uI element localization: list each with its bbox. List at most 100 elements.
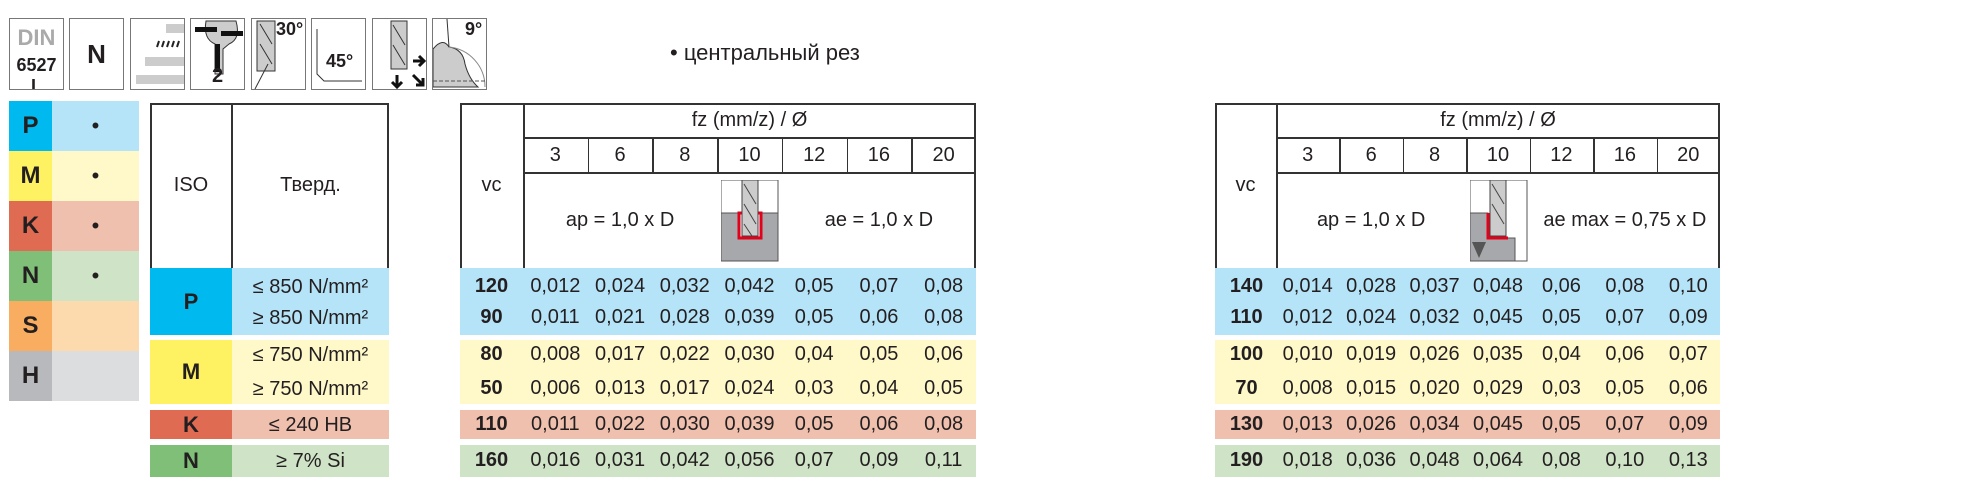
fz-value: 0,029 [1472, 377, 1524, 399]
clearance-angle-label: 9° [465, 19, 483, 39]
chamfer-angle-label: 45° [326, 51, 354, 71]
row-band-P [460, 268, 976, 335]
fz-value: 0,042 [724, 275, 775, 297]
hardness-value: ≤ 750 N/mm² [252, 343, 369, 366]
legend-row-N: N • [9, 251, 139, 301]
divider [1466, 137, 1468, 172]
fz-value: 0,05 [794, 306, 834, 328]
material-header [150, 103, 389, 270]
fz-value: 0,06 [1605, 343, 1645, 365]
fz-value: 0,039 [724, 306, 775, 328]
center-cut-note: • центральный рез [670, 40, 860, 65]
fz-value: 0,10 [1605, 449, 1645, 471]
hardness-value: ≥ 750 N/mm² [252, 377, 369, 400]
fz-value: 0,026 [1346, 413, 1397, 435]
fz-value: 0,064 [1472, 449, 1524, 471]
fz-value: 0,006 [530, 377, 581, 399]
fz-value: 0,03 [1541, 377, 1581, 399]
iso-letter: P [183, 288, 199, 314]
chamfer-angle-icon: 45° [311, 18, 366, 90]
divider [523, 172, 976, 174]
divider [523, 103, 525, 269]
hardness-value: ≤ 850 N/mm² [252, 275, 369, 298]
fz-value: 0,08 [924, 413, 964, 435]
legend-dot [52, 301, 139, 351]
iso-cell-K [150, 410, 232, 439]
type-n-icon: N [69, 18, 124, 90]
fz-value: 0,05 [1541, 306, 1581, 328]
fz-value: 0,037 [1409, 275, 1460, 297]
diameter-header: 3 [1302, 143, 1314, 166]
iso-header: ISO [173, 174, 209, 196]
divider [1339, 137, 1341, 172]
divider [1656, 137, 1659, 172]
legend-row-K: K • [9, 201, 139, 251]
vc-value: 110 [1230, 306, 1263, 328]
fz-value: 0,014 [1282, 275, 1333, 297]
row-band-N [460, 445, 976, 477]
fz-value: 0,056 [724, 449, 775, 471]
divider [1276, 172, 1720, 174]
divider [846, 137, 849, 172]
iso-cell-N [150, 445, 232, 477]
row-band-K [460, 410, 976, 439]
fz-header: fz (mm/z) / Ø [1440, 109, 1556, 131]
vc-value: 130 [1229, 413, 1264, 435]
legend-letter: K [9, 201, 52, 251]
fz-value: 0,042 [659, 449, 710, 471]
fz-value: 0,048 [1409, 449, 1460, 471]
fz-value: 0,10 [1668, 275, 1708, 297]
legend-letter: S [9, 301, 52, 351]
fz-value: 0,048 [1472, 275, 1524, 297]
legend-letter: P [9, 101, 52, 151]
diameter-header: 8 [679, 143, 691, 166]
vc-value: 50 [480, 377, 503, 399]
fz-value: 0,010 [1282, 343, 1333, 365]
hardness-value: ≤ 240 HB [268, 413, 353, 436]
fz-value: 0,06 [859, 306, 899, 328]
ae-label: ae = 1,0 x D [824, 209, 934, 231]
divider [1402, 137, 1405, 172]
fz-value: 0,09 [1668, 413, 1708, 435]
fz-value: 0,05 [859, 343, 899, 365]
fz-value: 0,011 [531, 306, 580, 328]
legend-letter: N [9, 251, 52, 301]
fz-value: 0,06 [1541, 275, 1581, 297]
row-band-P [1215, 268, 1720, 335]
divider [1593, 137, 1595, 172]
divider [587, 137, 590, 172]
diameter-header: 8 [1428, 143, 1441, 166]
fz-value: 0,008 [530, 343, 581, 365]
diameter-header: 16 [1613, 143, 1636, 166]
fz-value: 0,04 [794, 343, 834, 365]
fz-value: 0,045 [1472, 413, 1524, 435]
row-band-K [1215, 410, 1720, 439]
fz-value: 0,022 [659, 343, 710, 365]
divider [1276, 103, 1278, 269]
two-flutes-icon: 2 [190, 18, 245, 90]
fz-value: 0,07 [1668, 343, 1708, 365]
tolerance-bars-icon [130, 18, 185, 90]
fz-value: 0,030 [659, 413, 710, 435]
hardness-band [232, 268, 389, 335]
hardness-value: ≥ 850 N/mm² [252, 306, 369, 329]
fz-value: 0,07 [1605, 306, 1645, 328]
vc-header: vc [1235, 174, 1256, 196]
fz-value: 0,13 [1668, 449, 1708, 471]
fz-value: 0,013 [595, 377, 646, 399]
fz-value: 0,030 [724, 343, 775, 365]
fz-value: 0,008 [1282, 377, 1333, 399]
fz-value: 0,021 [595, 306, 646, 328]
fz-value: 0,013 [1282, 413, 1333, 435]
legend-letter: H [9, 351, 52, 401]
vc-value: 160 [474, 449, 509, 471]
legend-dot: • [52, 201, 139, 251]
legend-dot: • [52, 251, 139, 301]
helix-angle-label: 30° [276, 19, 304, 39]
divider [781, 137, 784, 172]
row-band-N [1215, 445, 1720, 477]
diameter-header: 6 [1365, 143, 1377, 166]
fz-value: 0,022 [595, 413, 646, 435]
iso-letter: M [181, 359, 201, 384]
fz-value: 0,05 [794, 413, 834, 435]
